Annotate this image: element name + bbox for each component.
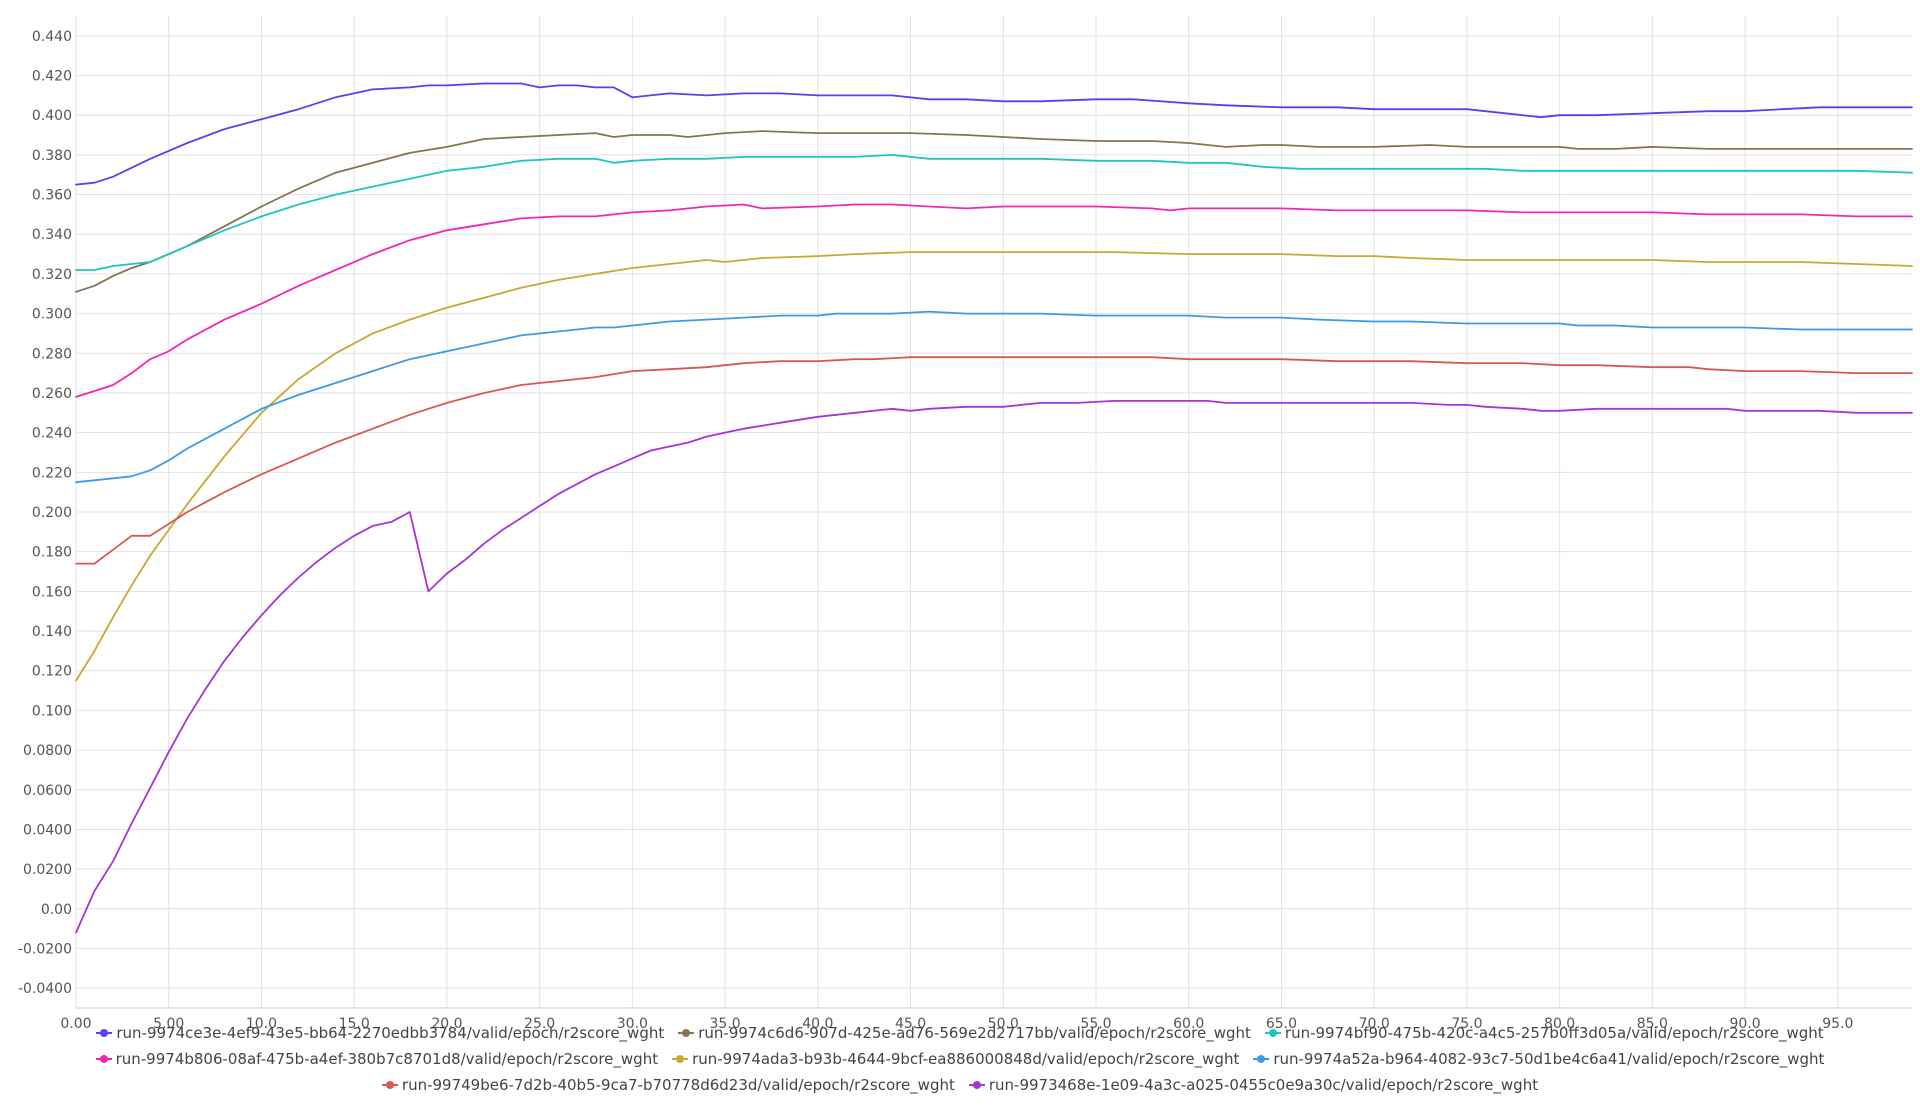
legend-label: run-9973468e-1e09-4a3c-a025-0455c0e9a30c… [988,1076,1539,1094]
series-line-6[interactable] [75,310,1913,484]
y-tick-label: 0.120 [32,664,72,680]
grid-lines [75,16,1912,1009]
x-tick-label: 90.0 [1730,1016,1761,1032]
legend-marker-icon [1253,1051,1270,1067]
y-tick-label: 0.260 [32,386,72,402]
legend-label: run-99749be6-7d2b-40b5-9ca7-b70778d6d23d… [401,1076,955,1094]
x-tick-label: 80.0 [1544,1016,1575,1032]
legend-marker-icon [968,1077,985,1093]
y-tick-label: 0.280 [32,346,72,362]
y-tick-label: 0.440 [32,29,72,45]
y-tick-label: 0.360 [32,188,72,204]
y-tick-label: 0.240 [32,426,72,442]
legend-marker-icon [1264,1025,1281,1041]
legend-item[interactable]: run-9974c6d6-907d-425e-ad76-569e2d2717bb… [678,1024,1251,1042]
x-tick-label: 25.0 [524,1016,555,1032]
x-tick-label: 30.0 [617,1016,648,1032]
y-tick-label: 0.320 [32,267,72,283]
legend-label: run-9974ce3e-4ef9-43e5-bb64-2270edbb3784… [116,1024,665,1042]
x-tick-label: 5.00 [153,1016,184,1032]
series-line-1[interactable] [75,82,1913,186]
y-tick-label: 0.100 [32,703,72,719]
x-tick-label: 10.0 [246,1016,277,1032]
legend-marker-icon [96,1025,113,1041]
legend-item[interactable]: run-9973468e-1e09-4a3c-a025-0455c0e9a30c… [968,1076,1539,1094]
y-tick-label: 0.140 [32,624,72,640]
x-tick-label: 60.0 [1173,1016,1204,1032]
legend-label: run-9974ada3-b93b-4644-9bcf-ea886000848d… [692,1050,1240,1068]
y-tick-label: 0.0200 [23,862,72,878]
legend-item[interactable]: run-9974a52a-b964-4082-93c7-50d1be4c6a41… [1253,1050,1824,1068]
legend-row: run-99749be6-7d2b-40b5-9ca7-b70778d6d23d… [0,1076,1920,1094]
series-line-8[interactable] [75,400,1913,934]
y-tick-label: 0.380 [32,148,72,164]
x-tick-label: 40.0 [802,1016,833,1032]
legend-marker-icon [672,1051,689,1067]
x-tick-label: 35.0 [710,1016,741,1032]
legend-item[interactable]: run-9974ada3-b93b-4644-9bcf-ea886000848d… [672,1050,1239,1068]
y-tick-label: 0.220 [32,465,72,481]
y-tick-label: 0.200 [32,505,72,521]
y-tick-label: -0.0200 [18,941,72,957]
y-tick-label: 0.00 [41,902,72,918]
axis-tick-labels: -0.0400 -0.0200 0.00 0.0200 0.0400 0.0600 0.08… [18,29,1853,1032]
x-tick-label: 75.0 [1451,1016,1482,1032]
legend-item[interactable]: run-99749be6-7d2b-40b5-9ca7-b70778d6d23d… [381,1076,955,1094]
series-line-5[interactable] [75,251,1913,682]
series-line-7[interactable] [75,356,1913,565]
series-line-3[interactable] [75,154,1913,271]
x-tick-label: 20.0 [431,1016,462,1032]
y-tick-label: 0.400 [32,108,72,124]
x-tick-label: 45.0 [895,1016,926,1032]
legend-label: run-9974c6d6-907d-425e-ad76-569e2d2717bb… [698,1024,1251,1042]
legend-marker-icon [678,1025,695,1041]
y-tick-label: 0.340 [32,227,72,243]
y-tick-label: 0.0400 [23,822,72,838]
x-tick-label: 0.00 [60,1016,91,1032]
y-tick-label: 0.160 [32,584,72,600]
y-tick-label: 0.0800 [23,743,72,759]
legend: run-9974ce3e-4ef9-43e5-bb64-2270edbb3784… [0,1024,1920,1094]
series-line-4[interactable] [75,203,1913,398]
legend-marker-icon [95,1051,112,1067]
legend-item[interactable]: run-9974b806-08af-475b-a4ef-380b7c8701d8… [95,1050,659,1068]
legend-item[interactable]: run-9974ce3e-4ef9-43e5-bb64-2270edbb3784… [96,1024,664,1042]
y-tick-label: 0.0600 [23,783,72,799]
y-tick-label: 0.420 [32,69,72,85]
x-tick-label: 50.0 [988,1016,1019,1032]
x-tick-label: 70.0 [1359,1016,1390,1032]
x-tick-label: 85.0 [1637,1016,1668,1032]
legend-label: run-9974b806-08af-475b-a4ef-380b7c8701d8… [115,1050,659,1068]
y-tick-label: -0.0400 [18,981,72,997]
y-tick-label: 0.180 [32,545,72,561]
legend-item[interactable]: run-9974bf90-475b-420c-a4c5-257b0ff3d05a… [1264,1024,1824,1042]
series-line-2[interactable] [75,130,1913,293]
x-tick-label: 65.0 [1266,1016,1297,1032]
y-tick-label: 0.300 [32,307,72,323]
legend-row: run-9974ce3e-4ef9-43e5-bb64-2270edbb3784… [0,1024,1920,1042]
legend-marker-icon [381,1077,398,1093]
legend-label: run-9974bf90-475b-420c-a4c5-257b0ff3d05a… [1284,1024,1824,1042]
series-lines [75,82,1913,934]
x-tick-label: 55.0 [1080,1016,1111,1032]
legend-label: run-9974a52a-b964-4082-93c7-50d1be4c6a41… [1273,1050,1825,1068]
legend-row: run-9974b806-08af-475b-a4ef-380b7c8701d8… [0,1050,1920,1068]
x-tick-label: 95.0 [1822,1016,1853,1032]
x-tick-label: 15.0 [339,1016,370,1032]
